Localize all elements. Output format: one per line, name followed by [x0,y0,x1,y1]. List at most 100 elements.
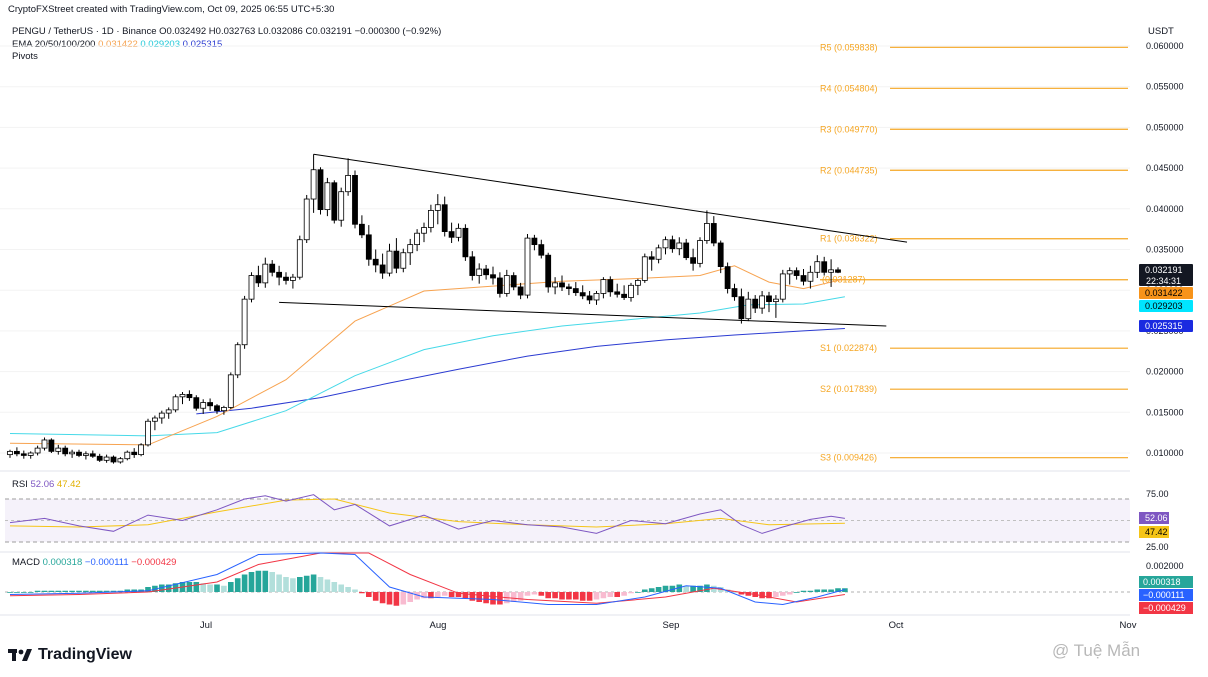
candle-body [483,268,490,276]
candle-body [662,239,669,249]
macd-axis-label: 0.002000 [1146,561,1184,571]
ema50-line [9,296,845,437]
candle-body [835,269,841,273]
candle-body [648,256,655,260]
candle-body [103,456,110,461]
candle-body [434,204,441,211]
rsi-value-tag-bg [1139,512,1169,524]
candle-body [559,282,565,288]
pivot-label: R1 (0.036322) [820,234,878,244]
candle [641,253,648,283]
candle [200,399,207,414]
candle-body [27,452,34,456]
candle-body [89,453,96,457]
candle-body [524,237,531,296]
price-tick-label: 0.045000 [1146,163,1184,173]
candle-body [34,447,41,454]
pivot-label: R4 (0.054804) [820,83,878,93]
candle-body [386,250,393,274]
ema50-value: 0.029203 [140,39,180,50]
candle [821,256,828,276]
macd-hist-bar [579,592,586,601]
candle [545,252,552,293]
candle-body [48,439,55,452]
macd-hist-bar [131,589,137,592]
candle-body [414,232,421,246]
candle [421,222,427,243]
candle [669,235,676,253]
candle-body [821,261,828,273]
macd-hist-bar [648,588,655,592]
upper-trendline [313,153,908,243]
macd-hist-bar [269,572,275,592]
macd-hist-bar [510,592,517,602]
macd-hist-bar [48,590,55,592]
candle [186,390,193,401]
macd-hist-bar [621,592,627,596]
candle-body [234,344,241,376]
candle-body [503,275,510,294]
symbol-title[interactable]: PENGU / TetherUS · 1D · Binance [12,26,157,37]
candle-body [462,227,469,258]
candle-body [669,239,676,250]
candle [614,283,621,298]
candle [83,451,89,460]
macd-hist-bar [780,592,786,596]
candle [145,418,151,447]
candle [476,263,483,284]
candle [407,238,414,265]
ema-lines [9,265,846,446]
candle-body [352,175,358,225]
candle [13,447,20,457]
candle-body [269,263,276,273]
macd-line [9,552,846,606]
candle [814,255,821,278]
candle [586,291,593,305]
candle-body [69,451,75,455]
macd-hist-bar [807,590,814,592]
price-tick-label: 0.015000 [1146,407,1184,417]
candle-body [331,182,338,221]
candle [234,342,241,379]
candle-body [262,263,269,284]
macd-hist-bar [828,589,834,592]
macd-hist-bar [110,590,117,592]
candle [41,437,48,451]
pivots-legend[interactable]: Pivots [12,51,38,62]
candle-body [317,169,324,211]
candle-body [172,396,179,411]
ema20-tag-bg [1139,287,1193,299]
macd-hist-bar [331,582,338,592]
rsi-legend[interactable]: RSI 52.06 47.42 [12,479,81,490]
macd-hist-bar [193,582,200,592]
candle-body [628,284,634,298]
ema100-tag-bg [1139,320,1193,332]
macd-label: MACD [12,557,40,568]
time-axis: Jul Aug Sep Oct Nov [0,614,1137,631]
candle [386,243,393,277]
macd-hist-bar [614,592,620,597]
candle-body [13,450,20,455]
candle [165,407,172,419]
macd-hist-bar [448,592,455,597]
candle-body [276,271,283,278]
macd-hist-bar [310,574,317,592]
macd-tag-bg [1139,576,1193,588]
macd-hist-bar [766,592,772,599]
macd-hist-bar [21,592,27,593]
macd-hist-bar [462,592,469,599]
macd-hist-bar [821,589,827,592]
candle [752,295,759,313]
macd-tag-bg [1139,589,1193,601]
macd-hist-bar [234,578,241,592]
candle-body [227,374,234,408]
candle [276,265,283,286]
ema-legend[interactable]: EMA 20/50/100/200 0.031422 0.029203 0.02… [12,39,222,50]
macd-hist-bar [441,592,448,596]
macd-legend[interactable]: MACD 0.000318 −0.000111 −0.000429 [12,557,176,568]
candle-body [179,393,186,398]
macd-hist-bar [476,592,482,602]
macd-hist-bar [642,589,648,592]
candle-body [62,447,69,455]
